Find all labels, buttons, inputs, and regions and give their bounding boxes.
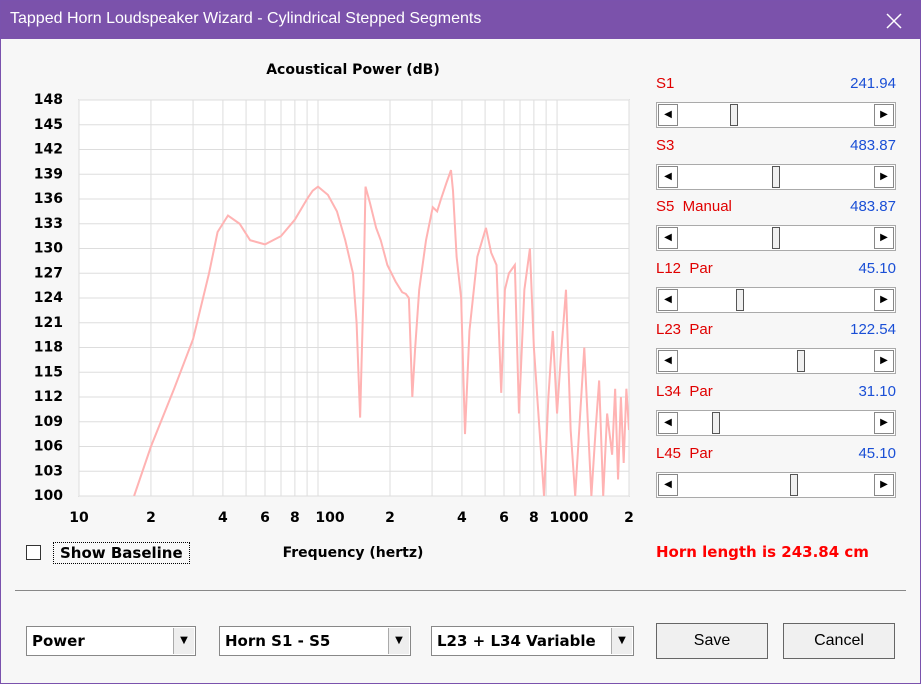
slider-label: L23 Par: [656, 321, 713, 339]
dropdown-text: Horn S1 - S5: [225, 632, 331, 650]
slider-left-arrow[interactable]: ◀: [658, 165, 678, 188]
slider[interactable]: ◀ ▶: [656, 471, 896, 498]
slider-label: L34 Par: [656, 383, 713, 400]
slider-right-arrow[interactable]: ▶: [874, 412, 894, 434]
title-bar: Tapped Horn Loudspeaker Wizard - Cylindr…: [1, 1, 920, 39]
slider[interactable]: ◀ ▶: [656, 348, 896, 375]
y-tick-label: 127: [34, 265, 63, 281]
slider-value: 122.54: [850, 321, 896, 339]
x-tick-label: 10: [69, 510, 89, 526]
x-tick-label: 4: [218, 510, 228, 526]
x-tick-label: 6: [499, 510, 509, 526]
slider-thumb[interactable]: [772, 227, 780, 250]
x-tick-label: 8: [290, 510, 300, 526]
slider-thumb[interactable]: [712, 412, 720, 434]
slider-label: S1: [656, 75, 675, 92]
slider-right-arrow[interactable]: ▶: [874, 227, 894, 250]
y-tick-label: 139: [34, 166, 63, 182]
y-tick-label: 115: [34, 364, 63, 380]
y-tick-label: 109: [34, 414, 63, 430]
slider-value: 45.10: [858, 259, 896, 277]
y-tick-label: 118: [34, 340, 63, 356]
slider-value: 483.87: [850, 136, 896, 154]
slider[interactable]: ◀ ▶: [656, 410, 896, 436]
slider-value: 483.87: [850, 198, 896, 216]
slider-label: L12 Par: [656, 259, 713, 277]
slider-value: 45.10: [858, 444, 896, 462]
slider[interactable]: ◀ ▶: [656, 286, 896, 313]
horn-length: Horn length is 243.84 cm: [656, 543, 869, 561]
dropdown[interactable]: L23 + L34 Variable ▼: [431, 626, 634, 656]
close-button[interactable]: [884, 11, 904, 31]
slider-right-arrow[interactable]: ▶: [874, 165, 894, 188]
dropdown[interactable]: Horn S1 - S5 ▼: [219, 626, 411, 656]
slider[interactable]: ◀ ▶: [656, 225, 896, 252]
y-tick-label: 148: [34, 92, 63, 108]
cancel-button[interactable]: Cancel: [783, 623, 895, 659]
x-tick-label: 1000: [550, 510, 589, 526]
slider-value: 241.94: [850, 75, 896, 92]
x-axis-label: Frequency (hertz): [283, 545, 424, 561]
slider-label: S3: [656, 136, 675, 154]
y-tick-label: 133: [34, 216, 63, 232]
x-tick-label: 8: [529, 510, 539, 526]
dropdown-text: Power: [32, 632, 85, 650]
y-tick-label: 130: [34, 241, 63, 257]
slider-left-arrow[interactable]: ◀: [658, 473, 678, 496]
y-tick-label: 106: [34, 439, 63, 455]
slider-left-arrow[interactable]: ◀: [658, 350, 678, 373]
slider-label: L45 Par: [656, 444, 713, 462]
checkbox[interactable]: [26, 545, 41, 560]
slider-label: S5 Manual: [656, 198, 732, 216]
dropdown[interactable]: Power ▼: [26, 626, 196, 656]
y-tick-label: 145: [34, 117, 63, 133]
slider-thumb[interactable]: [730, 104, 738, 126]
separator: [15, 590, 906, 591]
chart: Acoustical Power (dB) Frequency (hertz) …: [34, 62, 634, 561]
slider-right-arrow[interactable]: ▶: [874, 350, 894, 373]
x-tick-label: 2: [624, 510, 634, 526]
slider[interactable]: ◀ ▶: [656, 163, 896, 190]
slider-thumb[interactable]: [790, 473, 798, 496]
x-tick-label: 100: [315, 510, 344, 526]
x-tick-label: 2: [385, 510, 395, 526]
save-button[interactable]: Save: [656, 623, 768, 659]
slider-left-arrow[interactable]: ◀: [658, 104, 678, 126]
slider-left-arrow[interactable]: ◀: [658, 227, 678, 250]
y-tick-label: 103: [34, 463, 63, 479]
response-curve: [133, 169, 629, 496]
y-tick-label: 100: [34, 488, 63, 504]
checkbox-label[interactable]: Show Baseline: [53, 542, 190, 564]
x-tick-label: 4: [457, 510, 467, 526]
slider-left-arrow[interactable]: ◀: [658, 288, 678, 311]
y-tick-label: 142: [34, 142, 63, 158]
x-tick-label: 6: [260, 510, 270, 526]
slider-thumb[interactable]: [797, 350, 805, 373]
slider-right-arrow[interactable]: ▶: [874, 473, 894, 496]
chart-title: Acoustical Power (dB): [266, 62, 440, 78]
slider-right-arrow[interactable]: ▶: [874, 104, 894, 126]
slider-thumb[interactable]: [736, 288, 744, 311]
dropdown-text: L23 + L34 Variable: [437, 632, 596, 650]
slider-left-arrow[interactable]: ◀: [658, 412, 678, 434]
y-tick-label: 136: [34, 191, 63, 207]
y-tick-label: 121: [34, 315, 63, 331]
y-tick-label: 112: [34, 389, 63, 405]
slider-thumb[interactable]: [772, 165, 780, 188]
slider-value: 31.10: [858, 383, 896, 400]
y-tick-label: 124: [34, 290, 63, 306]
x-tick-label: 2: [146, 510, 156, 526]
slider-right-arrow[interactable]: ▶: [874, 288, 894, 311]
slider[interactable]: ◀ ▶: [656, 102, 896, 128]
window-title: Tapped Horn Loudspeaker Wizard - Cylindr…: [10, 10, 482, 27]
